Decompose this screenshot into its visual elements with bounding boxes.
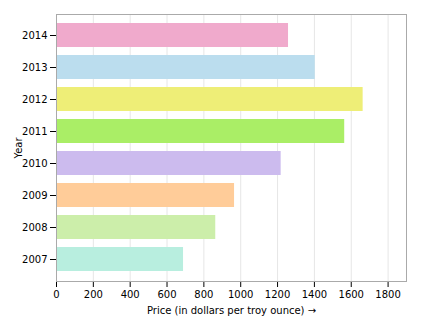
svg-text:2014: 2014 xyxy=(22,30,47,41)
svg-text:1000: 1000 xyxy=(228,289,253,300)
svg-text:2011: 2011 xyxy=(22,126,47,137)
svg-text:2013: 2013 xyxy=(22,62,47,73)
svg-text:2009: 2009 xyxy=(22,190,47,201)
svg-text:600: 600 xyxy=(157,289,176,300)
svg-text:2007: 2007 xyxy=(22,254,47,265)
svg-text:1600: 1600 xyxy=(339,289,364,300)
svg-text:Price (in dollars per troy oun: Price (in dollars per troy ounce) → xyxy=(147,305,316,316)
svg-text:200: 200 xyxy=(84,289,103,300)
svg-text:800: 800 xyxy=(194,289,213,300)
svg-text:1200: 1200 xyxy=(265,289,290,300)
svg-text:2008: 2008 xyxy=(22,222,47,233)
svg-text:1800: 1800 xyxy=(375,289,400,300)
svg-text:2010: 2010 xyxy=(22,158,47,169)
svg-text:Year: Year xyxy=(13,137,24,160)
svg-text:400: 400 xyxy=(121,289,140,300)
svg-text:1400: 1400 xyxy=(302,289,327,300)
svg-text:0: 0 xyxy=(53,289,59,300)
svg-text:2012: 2012 xyxy=(22,94,47,105)
